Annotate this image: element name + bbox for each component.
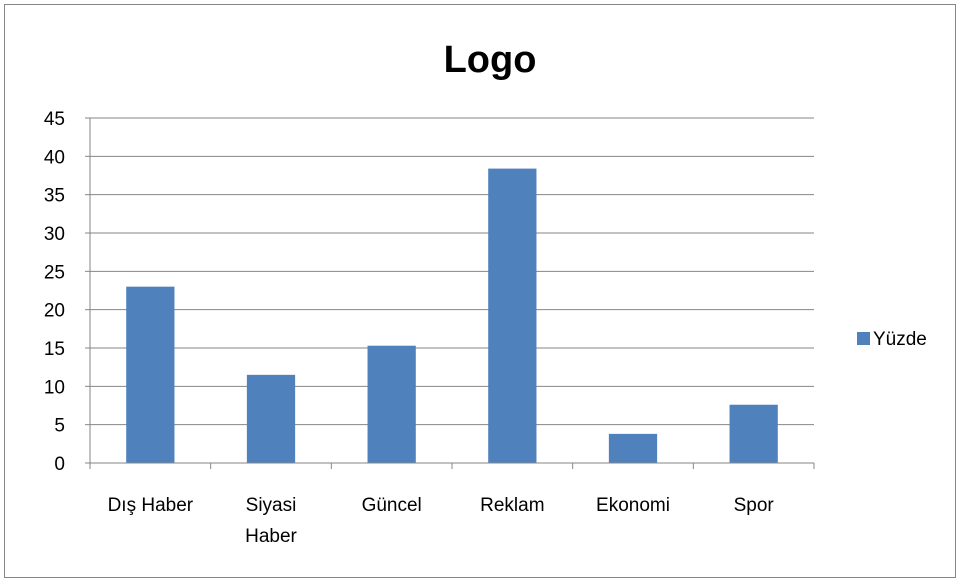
y-tick-label: 10 [44,377,65,398]
chart-title: Logo [444,39,537,81]
y-tick-label: 5 [54,416,65,437]
y-tick-label: 0 [54,454,65,475]
y-tick-label: 40 [44,147,65,168]
y-tick-label: 30 [44,224,65,245]
y-tick-label: 35 [44,186,65,207]
axes [85,117,815,469]
x-axis-category-labels: Dış Haber Siyasi Haber Güncel Reklam Ekonomi S… [108,495,775,547]
legend-label: Yüzde [873,329,927,350]
bar [246,374,296,463]
y-axis-tick-labels: 0 5 10 15 20 25 30 35 40 45 [44,109,65,475]
bar [126,286,175,463]
legend: Yüzde [857,329,927,350]
y-tick-label: 25 [44,262,65,283]
legend-swatch [857,332,870,345]
bars [126,168,778,463]
bar [608,433,658,463]
y-tick-label: 45 [44,109,65,130]
x-category-label: Güncel [362,495,422,516]
y-tick-label: 20 [44,301,65,322]
x-category-label: Haber [245,526,297,547]
x-category-label: Ekonomi [596,495,670,516]
bar [488,168,537,463]
gridlines [90,117,814,426]
x-category-label: Spor [734,495,775,516]
bar [729,404,778,463]
x-category-label: Dış Haber [108,495,194,516]
y-tick-label: 15 [44,339,65,360]
x-category-label: Siyasi [246,495,297,516]
x-category-label: Reklam [480,495,544,516]
bar [367,345,416,463]
